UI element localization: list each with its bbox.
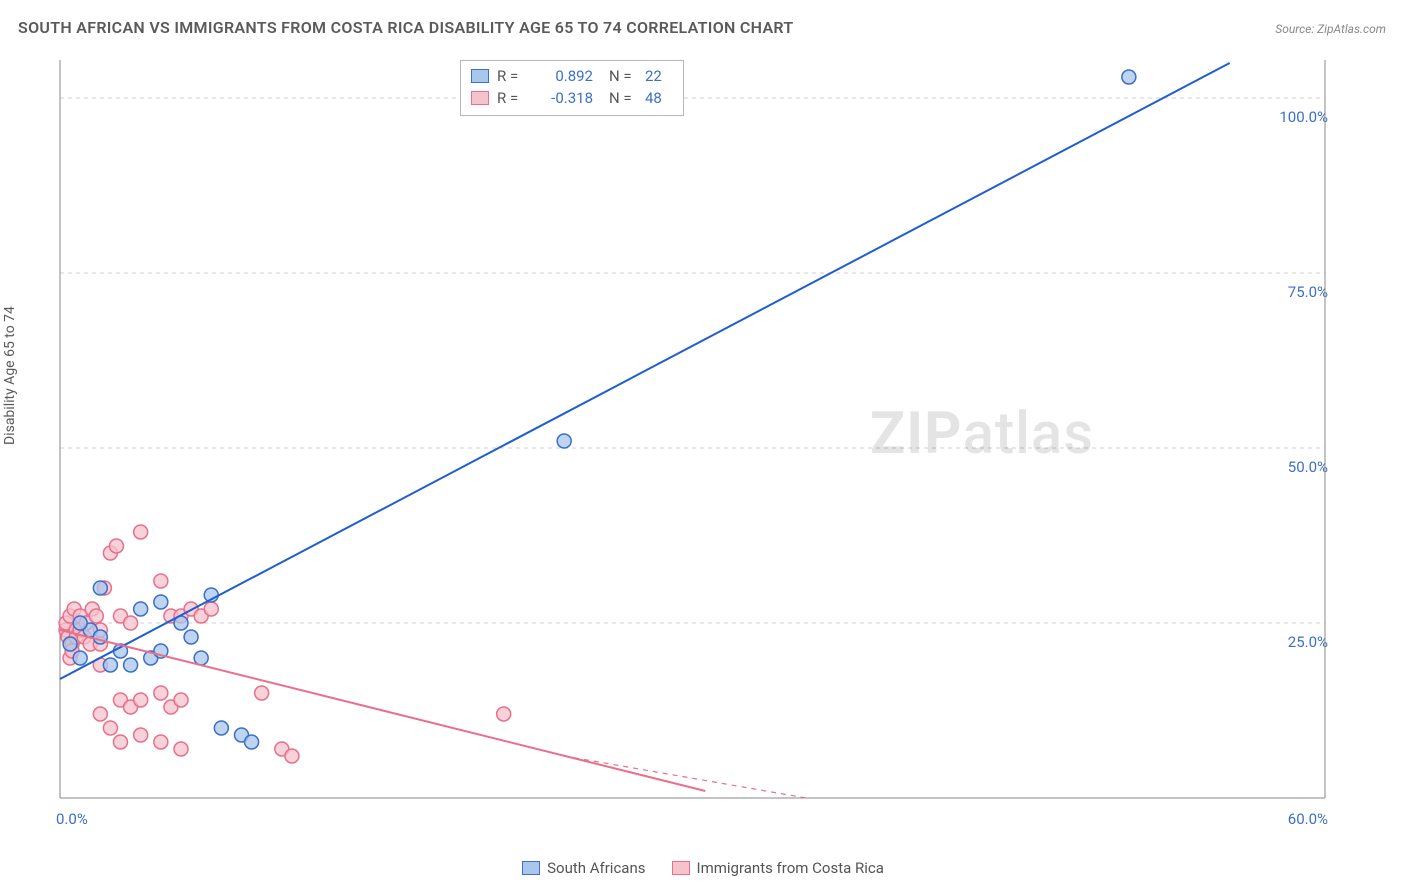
swatch-series-b [471, 91, 489, 105]
n-label: N = [609, 87, 637, 109]
legend-row-series-b: R = -0.318 N = 48 [471, 87, 673, 109]
r-label: R = [497, 65, 525, 87]
legend-row-series-a: R = 0.892 N = 22 [471, 65, 673, 87]
scatter-plot: 25.0% 50.0% 75.0% 100.0% 0.0% 60.0% [50, 58, 1330, 828]
r-value-a: 0.892 [533, 65, 593, 87]
chart-canvas: 25.0% 50.0% 75.0% 100.0% 0.0% 60.0% [50, 58, 1330, 828]
swatch-a [522, 861, 540, 875]
n-label: N = [609, 65, 637, 87]
svg-text:75.0%: 75.0% [1288, 283, 1328, 301]
svg-text:60.0%: 60.0% [1288, 810, 1328, 828]
swatch-series-a [471, 69, 489, 83]
source-attribution: Source: ZipAtlas.com [1275, 22, 1386, 36]
legend-label-a: South Africans [547, 859, 645, 877]
r-label: R = [497, 87, 525, 109]
n-value-a: 22 [645, 65, 673, 87]
svg-text:100.0%: 100.0% [1279, 108, 1328, 126]
y-axis-label: Disability Age 65 to 74 [2, 306, 18, 445]
svg-text:0.0%: 0.0% [56, 810, 88, 828]
svg-text:50.0%: 50.0% [1288, 458, 1328, 476]
series-legend: South Africans Immigrants from Costa Ric… [0, 859, 1406, 877]
n-value-b: 48 [645, 87, 673, 109]
swatch-b [672, 861, 690, 875]
legend-item-b: Immigrants from Costa Rica [672, 859, 884, 877]
svg-text:25.0%: 25.0% [1288, 633, 1328, 651]
legend-label-b: Immigrants from Costa Rica [697, 859, 884, 877]
legend-item-a: South Africans [522, 859, 645, 877]
correlation-legend: R = 0.892 N = 22 R = -0.318 N = 48 [460, 60, 684, 116]
r-value-b: -0.318 [533, 87, 593, 109]
chart-title: SOUTH AFRICAN VS IMMIGRANTS FROM COSTA R… [18, 18, 794, 37]
